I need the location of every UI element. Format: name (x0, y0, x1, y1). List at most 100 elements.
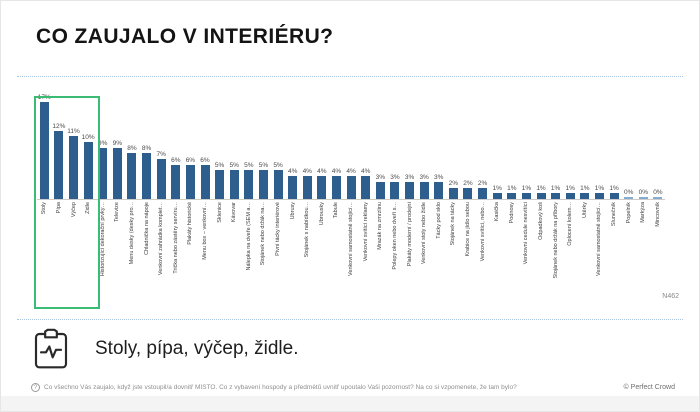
bar-column: 3% Venkovní stoly nebo židle (417, 94, 432, 264)
bar-column: 1% Utěrky (578, 94, 593, 218)
bar-value-label: 0% (623, 188, 634, 196)
bar-category-label: Plakáty historické (187, 202, 194, 245)
bar-value-label: 5% (258, 161, 269, 169)
bar-column: 1% Stojánek nebo držák na příbory (548, 94, 563, 278)
bar-category-label: Stojánek na tácky (450, 202, 457, 246)
bar-column: 5% Sklenice (212, 94, 227, 223)
bar (317, 176, 327, 199)
bar-category-label: Krabice na jídlo sebou (464, 202, 471, 257)
bar-value-label: 6% (200, 156, 210, 164)
bar-value-label: 12% (52, 122, 66, 130)
bar-category-label: Stojánek nebo držák na příbory (552, 202, 559, 279)
bar (273, 170, 283, 199)
bar-value-label: 6% (185, 156, 196, 164)
bar-category-label: Ubrusy (289, 202, 296, 220)
bar-category-label: Polepy oken nebo dveří s… (391, 202, 398, 270)
bar-value-label: 1% (580, 184, 590, 192)
bar-column: 6% Menu box – venkovní… (198, 94, 213, 260)
bar-category-label: Tácky pod sklo (435, 202, 442, 239)
bar-category-label: Trička nebo zástěry servíru… (172, 202, 179, 274)
bar-column: 10% Židle (81, 94, 96, 214)
bar (624, 197, 634, 199)
bar (551, 193, 561, 199)
footnote: ? Co všechno Vás zaujalo, když jste vsto… (31, 383, 591, 392)
bar (346, 176, 356, 199)
footer-strip (1, 396, 699, 411)
bar (565, 193, 575, 199)
bar-category-label: Venkovní stoly nebo židle (421, 202, 428, 265)
bar-category-label: Pivní tácky interiérové (275, 202, 282, 256)
bar-column: 6% Plakáty historické (183, 94, 198, 245)
bar (478, 188, 488, 199)
bar-category-label: Popelník (625, 202, 632, 224)
bar-category-label: Venkovní samostatně stojící… (596, 202, 603, 276)
bar-value-label: 3% (390, 173, 400, 181)
bar (405, 182, 415, 199)
bar-value-label: 5% (229, 161, 239, 169)
bar-value-label: 2% (477, 179, 488, 187)
bar-column: 1% Slunečník (607, 94, 622, 226)
bar (609, 193, 619, 199)
bar (156, 159, 166, 199)
bar-category-label: Plakáty moderní / prodejní (406, 202, 413, 267)
bar-value-label: 0% (638, 188, 648, 196)
bar (375, 182, 385, 199)
bar-value-label: 7% (156, 150, 166, 158)
bar-value-label: 1% (565, 184, 575, 192)
copyright: © Perfect Crowd (623, 384, 675, 391)
bar (244, 170, 254, 199)
bar-category-label: Odpadkový koš (537, 202, 544, 240)
bar (638, 197, 648, 199)
bar-category-label: Oplocení kolem… (567, 202, 574, 246)
bar-column: 0% Popelník (621, 94, 636, 223)
bar-value-label: 4% (302, 167, 312, 175)
bar-column: 9% Televize (110, 94, 125, 222)
bar-category-label: Podnosy (508, 202, 515, 224)
bar-category-label: Slunečník (611, 202, 618, 227)
bar (200, 165, 210, 199)
bar-column: 7% Venkovní zahrádka komplet… (154, 94, 169, 275)
bar-column: 4% Stojánek s nabídkou… (300, 94, 315, 257)
bar-column: 5% Pivní tácky interiérové (271, 94, 286, 256)
bar-category-label: Kasička (494, 202, 501, 222)
bar (39, 102, 49, 199)
bar (521, 193, 531, 199)
bar-value-label: 2% (463, 179, 473, 187)
bar-value-label: 9% (98, 139, 108, 147)
bar-column: 6% Trička nebo zástěry servíru… (168, 94, 183, 274)
bar (653, 197, 663, 199)
bar (83, 142, 93, 199)
bar-category-label: Utěrky (581, 202, 588, 218)
bar-column: 1% Kasička (490, 94, 505, 221)
bar-column: 0% Markýza (636, 94, 651, 223)
bar-column: 4% Venkovní samostatně stojící… (344, 94, 359, 276)
bar-value-label: 1% (594, 184, 605, 192)
bar-category-label: Venkovní cedule nesvítící (523, 202, 530, 265)
bar-column: 2% Krabice na jídlo sebou (461, 94, 476, 256)
footnote-text: Co všechno Vás zaujalo, když jste vstoup… (44, 384, 517, 391)
bar-category-label: Menu box – venkovní… (201, 202, 208, 260)
bar (580, 193, 590, 199)
bar-category-label: Kávovar (231, 202, 238, 223)
top-separator (17, 76, 683, 77)
bar-column: 3% Plakáty moderní / prodejní (402, 94, 417, 266)
bar-category-label: Menu desky (desky pro… (128, 202, 135, 265)
bar-value-label: 3% (404, 173, 415, 181)
bar (536, 193, 546, 199)
bar-column: 3% Mrazák na zmrzlinu (373, 94, 388, 250)
bar-column: 2% Venkovní svítící, nebo… (475, 94, 490, 261)
bar (54, 131, 64, 199)
bar (463, 188, 473, 199)
bar-value-label: 5% (244, 161, 254, 169)
bar (302, 176, 312, 199)
bar-column: 1% Venkovní samostatně stojící… (592, 94, 607, 276)
bar-value-label: 11% (67, 127, 80, 135)
bar-column: 5% Kávovar (227, 94, 242, 222)
bar-column: 4% Ubrusy (285, 94, 300, 219)
bar (112, 148, 122, 199)
bar-value-label: 1% (521, 184, 532, 192)
bar (98, 148, 108, 199)
bar-column: 1% Oplocení kolem… (563, 94, 578, 246)
bar-category-label: Tabule (333, 202, 340, 219)
bar-value-label: 1% (550, 184, 561, 192)
